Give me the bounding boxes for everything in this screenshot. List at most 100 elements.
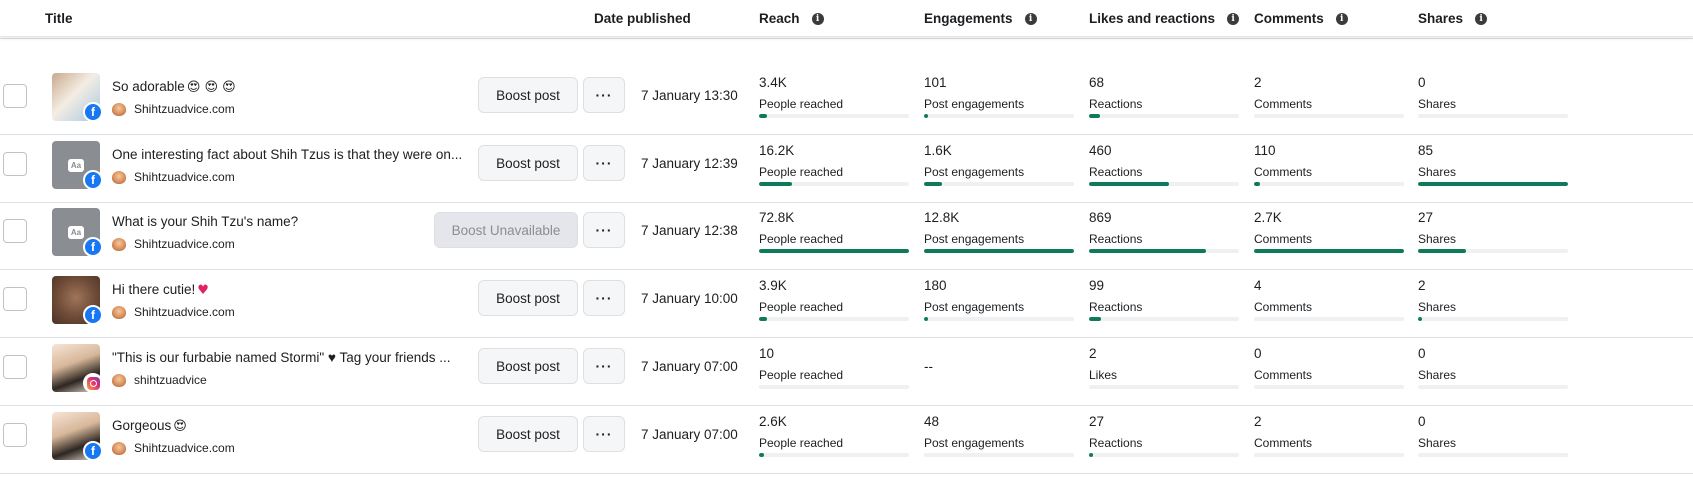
table-header: Title Date published Reach i Engagements i Lik…	[0, 0, 1693, 37]
boost-post-button[interactable]: Boost post	[478, 348, 578, 384]
metric-label: Reactions	[1089, 97, 1143, 111]
column-header-shares[interactable]: Shares i	[1418, 11, 1488, 26]
metric-value: 0	[1254, 346, 1262, 361]
info-icon[interactable]: i	[1227, 12, 1240, 25]
metric-label: Comments	[1254, 165, 1313, 179]
info-icon[interactable]: i	[811, 12, 824, 25]
row-checkbox[interactable]	[3, 423, 27, 447]
row-checkbox[interactable]	[3, 219, 27, 243]
text-post-icon: Aa	[68, 158, 84, 172]
more-options-button[interactable]: ···	[583, 77, 625, 113]
metric-value: 99	[1089, 278, 1105, 293]
metric-reach: 72.8K People reached	[759, 210, 921, 256]
facebook-icon: f	[83, 441, 103, 461]
text-post-icon: Aa	[68, 225, 84, 239]
column-header-engagements[interactable]: Engagements i	[924, 11, 1037, 26]
row-checkbox[interactable]	[3, 152, 27, 176]
page-name[interactable]: Shihtzuadvice.com	[112, 102, 235, 116]
metric-progress-fill	[759, 114, 767, 118]
post-title-text: What is your Shih Tzu's name?	[112, 214, 299, 229]
metric-progress-fill	[924, 182, 942, 186]
metric-progress-track	[1254, 385, 1404, 389]
metric-value: 2	[1254, 75, 1262, 90]
column-header-title[interactable]: Title	[45, 11, 73, 26]
metric-progress-track	[924, 317, 1074, 321]
metric-engagements: 12.8K Post engagements	[924, 210, 1086, 256]
table-row: f Gorgeous 😍 Shihtzuadvice.com Boost post ···…	[0, 401, 1693, 474]
metric-progress-fill	[1089, 114, 1100, 118]
metric-value: 180	[924, 278, 947, 293]
metric-progress-track	[759, 249, 909, 253]
table-row: Aa f What is your Shih Tzu's name? Shihtzua…	[0, 197, 1693, 270]
column-header-date-published[interactable]: Date published	[594, 11, 691, 26]
metric-progress-fill	[1089, 453, 1093, 457]
post-title[interactable]: Hi there cutie! ♥	[112, 282, 209, 298]
table-row: "This is our furbabie named Stormi" ♥ Ta…	[0, 333, 1693, 406]
column-header-label: Likes and reactions	[1089, 11, 1216, 26]
metric-value: 12.8K	[924, 210, 960, 225]
metric-label: Post engagements	[924, 300, 1025, 314]
page-name[interactable]: shihtzuadvice	[112, 373, 207, 387]
boost-post-button[interactable]: Boost post	[478, 77, 578, 113]
info-icon[interactable]: i	[1024, 12, 1037, 25]
info-icon[interactable]: i	[1335, 12, 1348, 25]
post-title[interactable]: Gorgeous 😍	[112, 418, 187, 434]
metric-progress-fill	[759, 249, 909, 253]
boost-post-button[interactable]: Boost post	[478, 145, 578, 181]
metric-likes: 27 Reactions	[1089, 414, 1251, 460]
metric-comments: 0 Comments	[1254, 346, 1416, 392]
info-icon[interactable]: i	[1475, 12, 1488, 25]
metric-comments: 2 Comments	[1254, 414, 1416, 460]
page-avatar-icon	[112, 373, 126, 387]
page-name[interactable]: Shihtzuadvice.com	[112, 305, 235, 319]
facebook-icon: f	[83, 305, 103, 325]
more-options-button[interactable]: ···	[583, 416, 625, 452]
metric-progress-track	[1254, 182, 1404, 186]
post-title-text: "This is our furbabie named Stormi" ♥ Ta…	[112, 350, 451, 365]
post-title[interactable]: What is your Shih Tzu's name?	[112, 214, 298, 229]
column-header-comments[interactable]: Comments i	[1254, 11, 1348, 26]
column-header-label: Title	[45, 11, 73, 26]
more-options-button[interactable]: ···	[583, 145, 625, 181]
metric-progress-track	[1418, 114, 1568, 118]
title-emoji: ♥	[197, 283, 209, 298]
metric-progress-track	[759, 182, 909, 186]
post-title[interactable]: "This is our furbabie named Stormi" ♥ Ta…	[112, 350, 451, 365]
column-header-label: Reach	[759, 11, 800, 26]
metric-label: Reactions	[1089, 436, 1143, 450]
page-name-text: Shihtzuadvice.com	[134, 305, 235, 319]
metric-label: Post engagements	[924, 165, 1025, 179]
metric-shares: 0 Shares	[1418, 346, 1580, 392]
metric-value: 460	[1089, 143, 1112, 158]
post-title-text: So adorable	[112, 79, 185, 94]
column-header-likes-and-reactions[interactable]: Likes and reactions i	[1089, 11, 1240, 26]
boost-post-button[interactable]: Boost post	[478, 280, 578, 316]
metric-likes: 460 Reactions	[1089, 143, 1251, 189]
more-options-button[interactable]: ···	[583, 348, 625, 384]
metric-shares: 0 Shares	[1418, 75, 1580, 121]
metric-value: 1.6K	[924, 143, 952, 158]
boost-post-button[interactable]: Boost post	[478, 416, 578, 452]
metric-label: People reached	[759, 232, 844, 246]
column-header-reach[interactable]: Reach i	[759, 11, 824, 26]
metric-progress-fill	[759, 182, 792, 186]
post-title[interactable]: One interesting fact about Shih Tzus is …	[112, 147, 462, 162]
more-options-button[interactable]: ···	[583, 212, 625, 248]
page-name[interactable]: Shihtzuadvice.com	[112, 237, 235, 251]
row-checkbox[interactable]	[3, 287, 27, 311]
metric-value: 2	[1089, 346, 1097, 361]
metric-reach: 3.9K People reached	[759, 278, 921, 324]
date-published: 7 January 10:00	[641, 291, 738, 306]
metric-engagements: --	[924, 346, 1086, 392]
row-checkbox[interactable]	[3, 84, 27, 108]
metric-label: Likes	[1089, 368, 1118, 382]
column-header-label: Shares	[1418, 11, 1464, 26]
post-title[interactable]: So adorable 😍 😍 😍	[112, 79, 236, 95]
metric-progress-fill	[1089, 249, 1206, 253]
page-name[interactable]: Shihtzuadvice.com	[112, 441, 235, 455]
row-checkbox[interactable]	[3, 355, 27, 379]
metric-progress-track	[1254, 453, 1404, 457]
metric-value: 4	[1254, 278, 1262, 293]
more-options-button[interactable]: ···	[583, 280, 625, 316]
page-name[interactable]: Shihtzuadvice.com	[112, 170, 235, 184]
